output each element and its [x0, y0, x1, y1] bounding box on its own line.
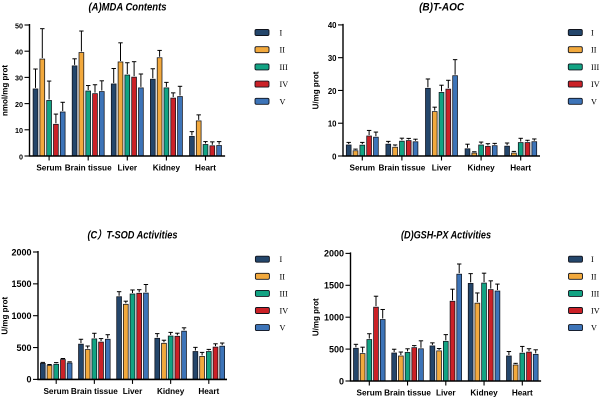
- svg-text:Serum: Serum: [43, 387, 68, 396]
- svg-text:10: 10: [328, 120, 337, 129]
- svg-text:V: V: [280, 324, 286, 333]
- svg-text:II: II: [591, 272, 597, 281]
- svg-text:(A)MDA Contents: (A)MDA Contents: [89, 2, 167, 14]
- svg-text:40: 40: [15, 48, 23, 57]
- svg-text:30: 30: [15, 74, 23, 83]
- svg-text:Brain tissue: Brain tissue: [378, 164, 425, 173]
- svg-text:IV: IV: [591, 307, 600, 316]
- svg-text:0: 0: [26, 375, 31, 385]
- svg-text:III: III: [280, 289, 288, 298]
- svg-text:U/mg prot: U/mg prot: [312, 71, 321, 109]
- svg-text:1500: 1500: [11, 279, 31, 289]
- svg-text:I: I: [591, 255, 594, 264]
- svg-text:Kidney: Kidney: [153, 164, 181, 173]
- svg-text:V: V: [280, 97, 286, 106]
- svg-text:10: 10: [15, 126, 23, 135]
- svg-text:U/mg prot: U/mg prot: [312, 298, 321, 336]
- svg-text:IV: IV: [280, 307, 289, 316]
- svg-text:50: 50: [15, 21, 23, 30]
- svg-text:2000: 2000: [11, 247, 31, 257]
- svg-text:1500: 1500: [324, 281, 344, 291]
- svg-text:Brain tissue: Brain tissue: [65, 164, 112, 173]
- svg-text:Brain tissue: Brain tissue: [384, 389, 431, 398]
- svg-text:Liver: Liver: [123, 387, 143, 396]
- svg-text:30: 30: [328, 54, 337, 63]
- svg-text:II: II: [280, 46, 286, 55]
- svg-text:0: 0: [339, 376, 344, 386]
- svg-text:IV: IV: [280, 80, 289, 89]
- svg-text:500: 500: [16, 343, 31, 353]
- svg-text:Kidney: Kidney: [470, 389, 498, 398]
- svg-text:I: I: [591, 29, 594, 38]
- svg-text:Heart: Heart: [198, 387, 219, 396]
- svg-text:(C）T-SOD Activities: (C）T-SOD Activities: [88, 229, 178, 242]
- svg-text:Heart: Heart: [512, 389, 533, 398]
- svg-text:20: 20: [15, 100, 23, 109]
- svg-text:Serum: Serum: [357, 389, 382, 398]
- svg-text:1000: 1000: [11, 311, 31, 321]
- svg-text:V: V: [591, 97, 597, 106]
- svg-text:II: II: [591, 46, 597, 55]
- svg-text:Serum: Serum: [350, 164, 375, 173]
- svg-text:Kidney: Kidney: [157, 387, 185, 396]
- svg-text:Brain tissue: Brain tissue: [71, 387, 118, 396]
- svg-text:2000: 2000: [324, 249, 344, 259]
- svg-text:III: III: [280, 63, 288, 72]
- svg-text:(D)GSH-PX Activities: (D)GSH-PX Activities: [401, 230, 491, 242]
- svg-text:20: 20: [328, 87, 337, 96]
- svg-text:0: 0: [332, 152, 337, 161]
- svg-text:III: III: [591, 289, 599, 298]
- svg-text:nmol/mg prot: nmol/mg prot: [1, 65, 10, 116]
- svg-text:II: II: [280, 272, 286, 281]
- svg-text:Kidney: Kidney: [467, 164, 495, 173]
- svg-text:(B)T-AOC: (B)T-AOC: [419, 2, 464, 14]
- svg-text:Serum: Serum: [36, 164, 61, 173]
- svg-text:Liver: Liver: [118, 164, 138, 173]
- svg-text:V: V: [591, 324, 597, 333]
- svg-text:Liver: Liver: [436, 389, 456, 398]
- svg-text:1000: 1000: [324, 313, 344, 323]
- svg-text:U/mg prot: U/mg prot: [1, 296, 10, 334]
- svg-text:500: 500: [329, 344, 344, 354]
- svg-text:Liver: Liver: [432, 164, 452, 173]
- svg-text:40: 40: [328, 21, 337, 30]
- svg-text:Heart: Heart: [510, 164, 531, 173]
- svg-text:III: III: [591, 63, 599, 72]
- svg-text:I: I: [280, 255, 283, 264]
- svg-text:IV: IV: [591, 80, 600, 89]
- svg-text:0: 0: [19, 152, 23, 161]
- svg-text:Heart: Heart: [195, 164, 216, 173]
- svg-text:I: I: [280, 29, 283, 38]
